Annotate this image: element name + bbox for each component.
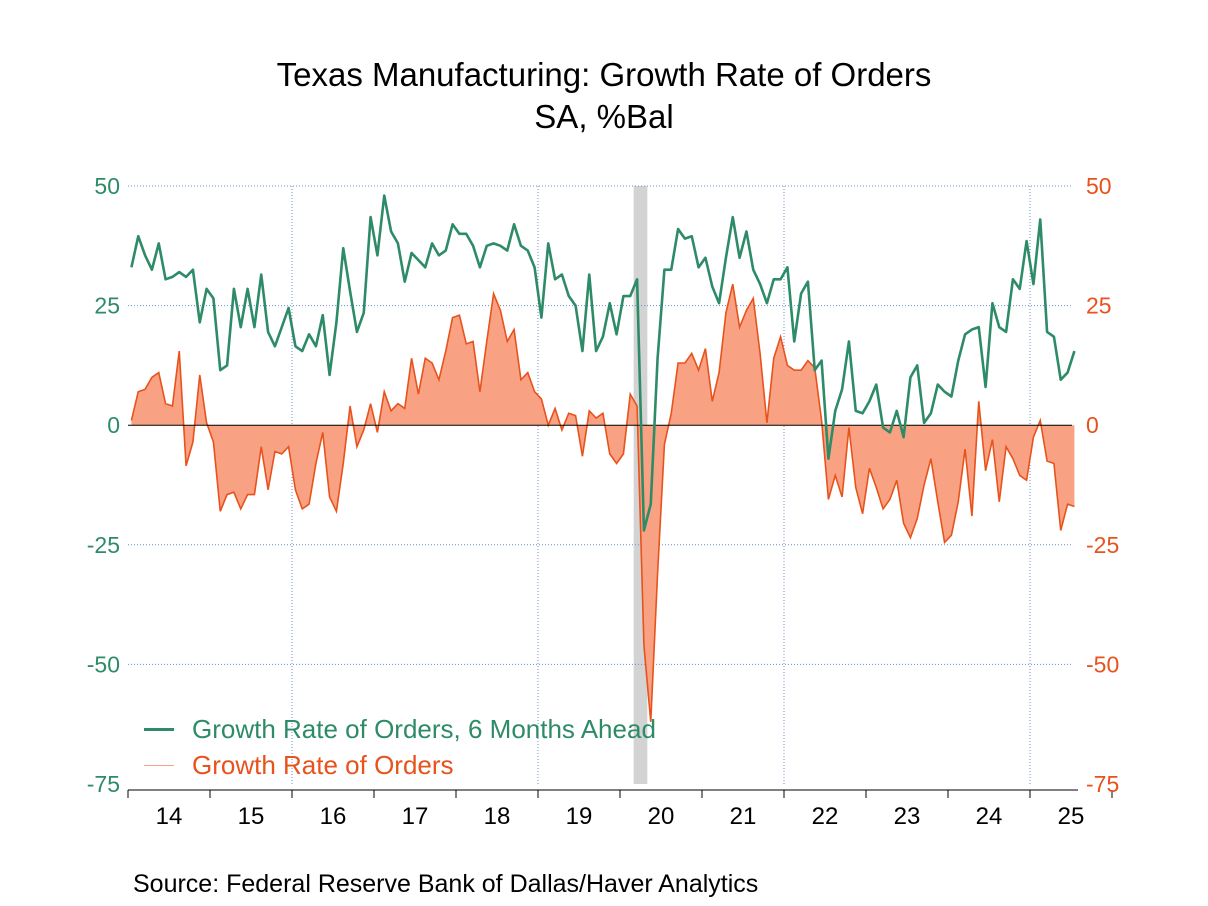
legend-item-orders: Growth Rate of Orders bbox=[144, 750, 454, 781]
y-right-tick-label-4: -50 bbox=[1086, 651, 1119, 677]
series-orders-area bbox=[131, 284, 1075, 722]
x-tick-label-20: 20 bbox=[648, 803, 675, 830]
x-tick-label-17: 17 bbox=[402, 803, 429, 830]
y-right-tick-label-1: 25 bbox=[1086, 293, 1112, 319]
y-left-tick-label-4: -50 bbox=[87, 651, 120, 677]
legend-swatch-ahead bbox=[144, 728, 174, 731]
legend-swatch-orders bbox=[144, 765, 174, 766]
y-right-tick-label-5: -75 bbox=[1086, 771, 1119, 797]
x-tick-label-18: 18 bbox=[484, 803, 511, 830]
y-left-tick-label-2: 0 bbox=[107, 412, 120, 438]
x-tick-label-14: 14 bbox=[156, 803, 183, 830]
series-orders-line bbox=[130, 283, 1075, 722]
legend-label-orders: Growth Rate of Orders bbox=[192, 750, 454, 780]
series-ahead-line bbox=[130, 194, 1076, 532]
legend-item-ahead: Growth Rate of Orders, 6 Months Ahead bbox=[144, 714, 656, 745]
x-tick-label-21: 21 bbox=[730, 803, 757, 830]
x-tick-label-25: 25 bbox=[1058, 803, 1085, 830]
y-left-tick-label-0: 50 bbox=[94, 173, 120, 199]
y-left-tick-label-3: -25 bbox=[87, 532, 120, 558]
chart-subtitle: SA, %Bal bbox=[534, 98, 674, 135]
y-left-tick-label-1: 25 bbox=[94, 293, 120, 319]
x-tick-label-19: 19 bbox=[566, 803, 593, 830]
x-tick-label-23: 23 bbox=[894, 803, 921, 830]
y-left-tick-label-5: -75 bbox=[87, 771, 120, 797]
y-right-tick-label-3: -25 bbox=[1086, 532, 1119, 558]
x-tick-label-22: 22 bbox=[812, 803, 839, 830]
source-note: Source: Federal Reserve Bank of Dallas/H… bbox=[133, 870, 759, 898]
x-tick-label-15: 15 bbox=[238, 803, 265, 830]
legend-label-ahead: Growth Rate of Orders, 6 Months Ahead bbox=[192, 714, 656, 744]
y-right-tick-label-2: 0 bbox=[1086, 412, 1099, 438]
chart-title: Texas Manufacturing: Growth Rate of Orde… bbox=[276, 56, 932, 93]
x-tick-label-16: 16 bbox=[320, 803, 347, 830]
x-tick-label-24: 24 bbox=[976, 803, 1003, 830]
y-right-tick-label-0: 50 bbox=[1086, 173, 1112, 199]
